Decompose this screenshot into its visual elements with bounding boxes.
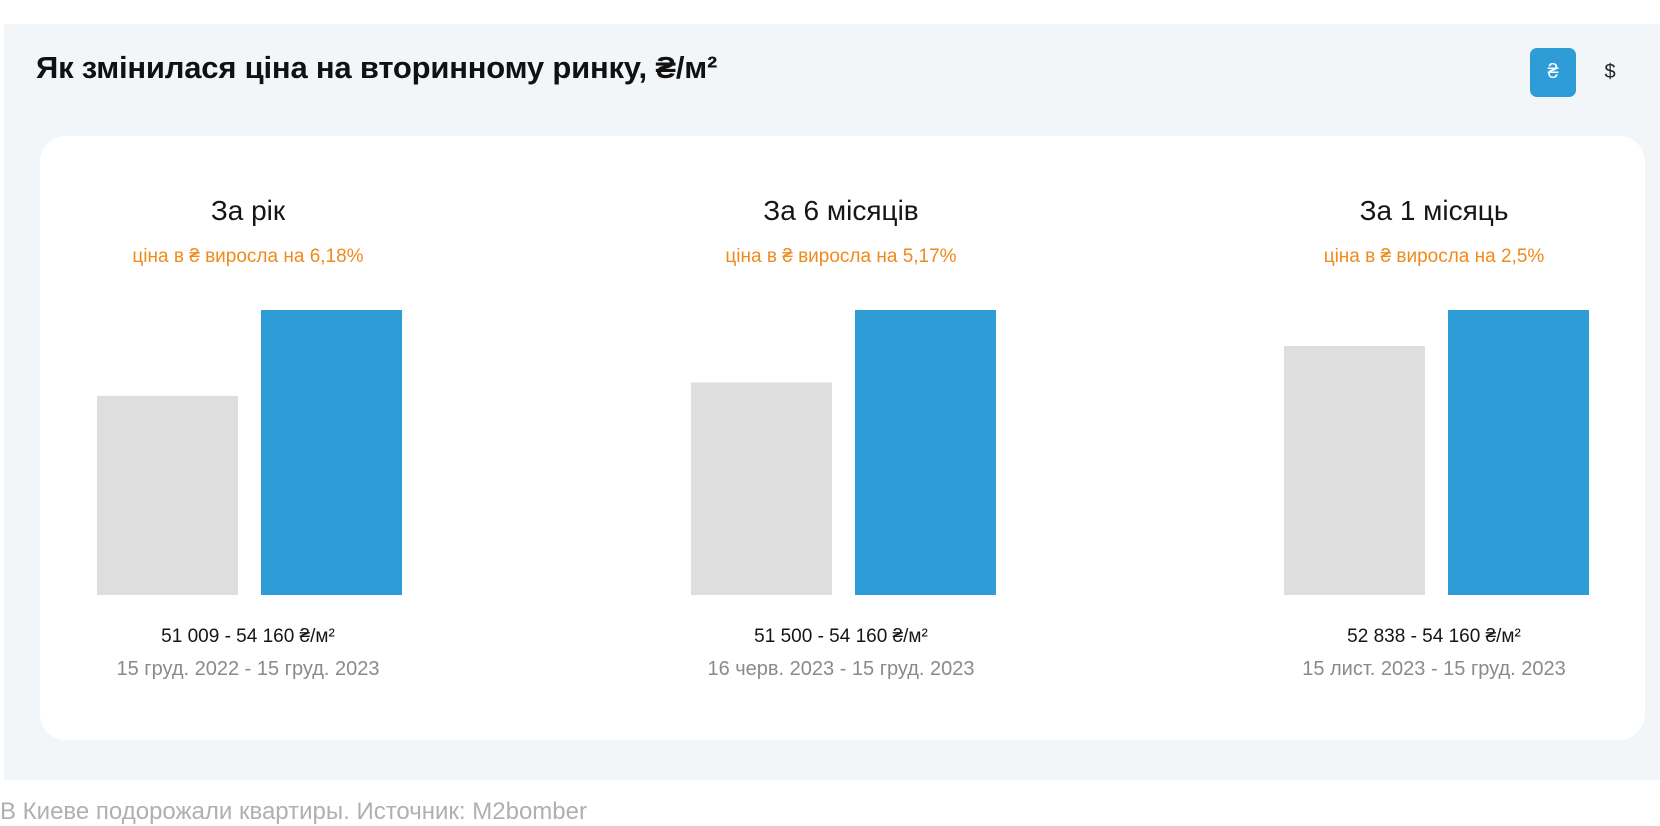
range-dates-year: 15 груд. 2022 - 15 груд. 2023 xyxy=(116,658,380,680)
range-values-year: 51 009 - 54 160 ₴/м² xyxy=(161,626,335,647)
bar-6-months-end xyxy=(855,310,996,595)
image-caption: В Киеве подорожали квартиры. Источник: M… xyxy=(0,798,587,825)
bar-year-end xyxy=(261,310,402,595)
bar-1-month-end xyxy=(1448,310,1589,595)
currency-uah-button[interactable]: ₴ xyxy=(1530,48,1576,97)
range-dates-1-month: 15 лист. 2023 - 15 груд. 2023 xyxy=(1302,658,1566,680)
range-dates-6-months: 16 черв. 2023 - 15 груд. 2023 xyxy=(707,658,975,680)
range-values-1-month: 52 838 - 54 160 ₴/м² xyxy=(1347,626,1521,647)
currency-usd-button[interactable]: $ xyxy=(1604,61,1616,83)
period-change-6-months: ціна в ₴ виросла на 5,17% xyxy=(725,246,957,267)
period-title-year: За рік xyxy=(210,195,286,226)
period-change-year: ціна в ₴ виросла на 6,18% xyxy=(132,246,364,267)
widget-title: Як змінилася ціна на вторинному ринку, ₴… xyxy=(36,50,718,85)
period-title-1-month: За 1 місяць xyxy=(1359,195,1509,226)
bar-year-start xyxy=(97,395,238,595)
bar-6-months-start xyxy=(691,382,832,595)
bar-1-month-start xyxy=(1284,346,1425,595)
range-values-6-months: 51 500 - 54 160 ₴/м² xyxy=(754,626,928,647)
period-title-6-months: За 6 місяців xyxy=(763,195,919,226)
period-change-1-month: ціна в ₴ виросла на 2,5% xyxy=(1323,246,1545,267)
